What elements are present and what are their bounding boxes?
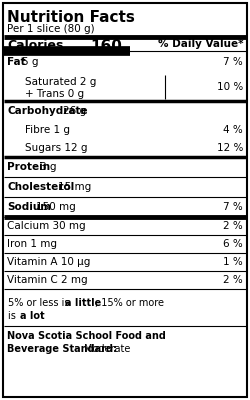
Text: Fibre 1 g: Fibre 1 g: [25, 125, 70, 135]
Text: Iron 1 mg: Iron 1 mg: [7, 239, 57, 249]
Text: 7 %: 7 %: [223, 57, 243, 67]
Text: 10 %: 10 %: [217, 82, 243, 92]
Text: 150 mg: 150 mg: [36, 202, 76, 212]
Text: Vitamin A 10 μg: Vitamin A 10 μg: [7, 257, 90, 267]
Text: 7 %: 7 %: [223, 202, 243, 212]
Text: Fat: Fat: [7, 57, 26, 67]
Text: 6 %: 6 %: [223, 239, 243, 249]
Text: + Trans 0 g: + Trans 0 g: [25, 89, 84, 99]
Text: Calories: Calories: [7, 39, 64, 52]
Text: 12 %: 12 %: [216, 143, 243, 153]
Text: Carbohydrate: Carbohydrate: [7, 106, 88, 116]
Text: Saturated 2 g: Saturated 2 g: [25, 77, 97, 87]
Text: 2 %: 2 %: [223, 221, 243, 231]
Text: 5% or less is: 5% or less is: [8, 298, 72, 308]
Text: 4 %: 4 %: [223, 125, 243, 135]
Text: 5 g: 5 g: [22, 57, 39, 67]
Text: Nutrition Facts: Nutrition Facts: [7, 10, 135, 25]
Text: is: is: [8, 311, 19, 321]
Text: 1 %: 1 %: [223, 257, 243, 267]
Text: Beverage Standard:: Beverage Standard:: [7, 344, 117, 354]
Text: Calcium 30 mg: Calcium 30 mg: [7, 221, 86, 231]
Text: a lot: a lot: [20, 311, 44, 321]
Text: 15 mg: 15 mg: [58, 182, 92, 192]
Text: Vitamin C 2 mg: Vitamin C 2 mg: [7, 275, 88, 285]
Text: 160: 160: [90, 39, 122, 54]
Text: 3 g: 3 g: [40, 162, 57, 172]
Text: a little: a little: [65, 298, 101, 308]
Text: Nova Scotia School Food and: Nova Scotia School Food and: [7, 331, 166, 341]
Text: , 15% or more: , 15% or more: [95, 298, 164, 308]
Text: Protein: Protein: [7, 162, 50, 172]
Text: 2 %: 2 %: [223, 275, 243, 285]
Text: Moderate: Moderate: [84, 344, 130, 354]
Text: Cholesterol: Cholesterol: [7, 182, 74, 192]
Text: Sodium: Sodium: [7, 202, 51, 212]
Text: Per 1 slice (80 g): Per 1 slice (80 g): [7, 24, 94, 34]
Text: 26 g: 26 g: [63, 106, 86, 116]
Text: Sugars 12 g: Sugars 12 g: [25, 143, 88, 153]
Text: % Daily Value*: % Daily Value*: [158, 39, 244, 49]
